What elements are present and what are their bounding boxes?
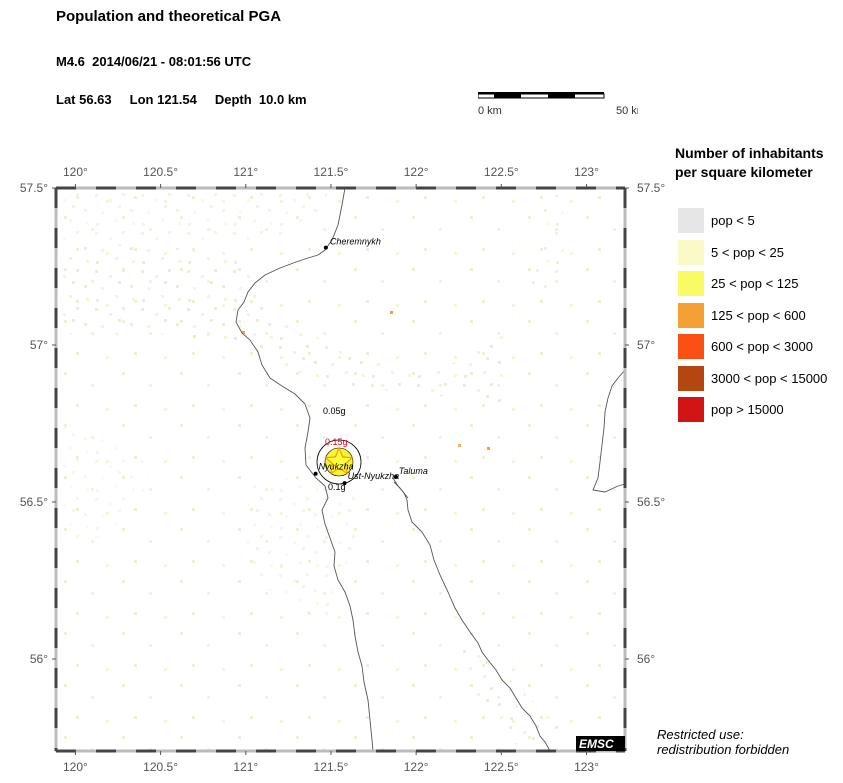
- lat-tick-label: 56°: [30, 652, 48, 666]
- place-label: Cheremnykh: [330, 237, 381, 247]
- legend-swatch: [678, 334, 704, 359]
- lon-tick-label: 122°: [404, 165, 429, 179]
- pga-label-01: 0.1g: [328, 482, 346, 492]
- emsc-logo: EMSC: [579, 737, 614, 751]
- population-map: 0.05g 0.15g 0.1g Cheremnykh NyukzhaUst-Ny…: [20, 165, 666, 774]
- legend-swatch: [678, 302, 704, 328]
- legend-item: 125 < pop < 600: [678, 302, 843, 328]
- pga-label-005: 0.05g: [323, 406, 346, 416]
- lon-tick-label: 120°: [63, 165, 88, 179]
- lon-tick-label: 120°: [63, 760, 88, 774]
- place-marker: [393, 474, 398, 479]
- lat-tick-label: 57°: [637, 338, 655, 352]
- legend-item: 5 < pop < 25: [678, 239, 843, 265]
- longitude-value: Lon 121.54: [129, 92, 197, 107]
- legend-item: 25 < pop < 125: [678, 271, 843, 296]
- place-marker: [323, 245, 328, 250]
- lon-tick-label: 122.5°: [484, 165, 519, 179]
- place-label: Taluma: [399, 466, 428, 476]
- map-title: Population and theoretical PGA: [56, 8, 282, 25]
- legend-label: 5 < pop < 25: [711, 244, 785, 260]
- place-label: Ust-Nyukzha: [348, 471, 400, 481]
- lon-tick-label: 121.5°: [314, 760, 349, 774]
- legend-label: 600 < pop < 3000: [711, 339, 813, 354]
- legend-title: Number of inhabitants per square kilomet…: [675, 144, 843, 182]
- legend-item: 600 < pop < 3000: [678, 334, 843, 359]
- pga-label-015: 0.15g: [325, 437, 348, 447]
- lat-tick-label: 56.5°: [20, 495, 48, 509]
- usage-note: Restricted use: redistribution forbidden: [657, 727, 789, 757]
- legend-swatch: [678, 208, 704, 233]
- legend-title-line1: Number of inhabitants: [675, 145, 824, 161]
- lon-tick-label: 123°: [574, 165, 599, 179]
- map-graticule: 120° 120° 120.5° 120.5° 121° 121° 121.5° 121.5°…: [20, 165, 666, 774]
- place-marker: [313, 471, 318, 476]
- depth-value: Depth 10.0 km: [214, 92, 307, 107]
- lat-tick-label: 56.5°: [637, 495, 665, 509]
- lon-tick-label: 120.5°: [143, 165, 178, 179]
- place-marker: [342, 481, 347, 486]
- legend-label: pop > 15000: [711, 402, 784, 417]
- lon-tick-label: 121°: [233, 165, 258, 179]
- usage-note-line1: Restricted use:: [657, 727, 744, 742]
- legend-swatch: [678, 397, 704, 422]
- map-frame: [54, 186, 627, 753]
- epicenter-star-icon: [324, 446, 354, 475]
- latitude-value: Lat 56.63: [56, 92, 112, 107]
- legend-swatch: [678, 239, 704, 265]
- lon-tick-label: 123°: [574, 760, 599, 774]
- legend-item: pop > 15000: [678, 397, 843, 422]
- lon-tick-label: 122°: [404, 760, 429, 774]
- legend-label: 25 < pop < 125: [711, 276, 799, 291]
- lon-tick-label: 121.5°: [314, 165, 349, 179]
- legend-swatch: [678, 365, 704, 391]
- population-legend: Number of inhabitants per square kilomet…: [675, 144, 843, 422]
- event-info: M4.6 2014/06/21 - 08:01:56 UTC: [56, 54, 252, 69]
- legend-item: pop < 5: [678, 208, 843, 233]
- pga-contour-labels: 0.05g 0.15g 0.1g: [323, 406, 348, 492]
- lat-tick-label: 57.5°: [637, 181, 665, 195]
- legend-label: 3000 < pop < 15000: [711, 370, 828, 386]
- lon-tick-label: 121°: [233, 760, 258, 774]
- lon-tick-label: 120.5°: [143, 760, 178, 774]
- scale-bar-right-label: 50 km: [616, 105, 638, 117]
- legend-item: 3000 < pop < 15000: [678, 365, 843, 391]
- legend-label: pop < 5: [711, 213, 755, 228]
- legend-label: 125 < pop < 600: [711, 307, 806, 323]
- lat-tick-label: 57.5°: [20, 181, 48, 195]
- lat-tick-label: 56°: [637, 652, 655, 666]
- place-label: Nyukzha: [319, 462, 354, 472]
- legend-title-line2: per square kilometer: [675, 164, 813, 180]
- lat-tick-label: 57°: [30, 338, 48, 352]
- scale-bar-left-label: 0 km: [478, 105, 502, 117]
- event-location: Lat 56.63 Lon 121.54 Depth 10.0 km: [56, 92, 325, 107]
- lon-tick-label: 122.5°: [484, 760, 519, 774]
- usage-note-line2: redistribution forbidden: [657, 742, 790, 757]
- scale-bar: 0 km 50 km: [478, 92, 638, 117]
- legend-swatch: [678, 271, 704, 296]
